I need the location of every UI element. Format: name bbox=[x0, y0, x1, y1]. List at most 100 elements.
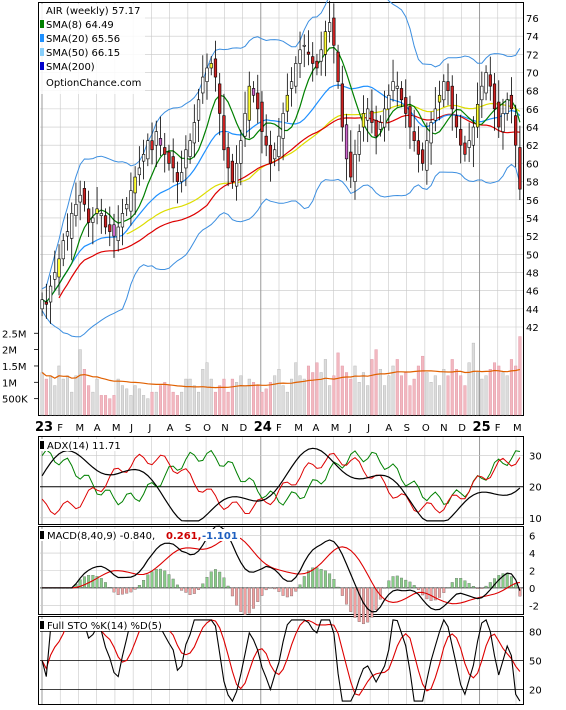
volume-bar bbox=[104, 395, 108, 416]
sto-label-swatch bbox=[40, 621, 44, 629]
volume-bar bbox=[383, 385, 387, 416]
volume-bar bbox=[450, 359, 454, 416]
volume-bar bbox=[467, 362, 471, 416]
candle-body bbox=[120, 213, 125, 228]
candle-body bbox=[133, 176, 137, 194]
candle-body bbox=[442, 81, 446, 101]
volume-bar bbox=[366, 385, 370, 416]
volume-bar bbox=[281, 385, 285, 416]
candle-body bbox=[53, 272, 57, 280]
legend-source: OptionChance.com bbox=[46, 78, 141, 89]
candle-body bbox=[501, 113, 505, 132]
candle-body bbox=[171, 156, 175, 169]
macd-histogram-bar bbox=[336, 586, 340, 589]
macd-histogram-bar bbox=[395, 575, 399, 589]
macd-histogram-bar bbox=[450, 582, 454, 589]
volume-bar bbox=[476, 372, 480, 416]
price-tick-label: 54 bbox=[526, 214, 539, 225]
candle-body bbox=[425, 140, 429, 171]
macd-histogram-bar bbox=[108, 587, 112, 589]
sto-tick-label: 20 bbox=[529, 686, 542, 697]
candle-body bbox=[353, 154, 357, 182]
volume-bar bbox=[408, 385, 412, 416]
candle-body bbox=[273, 149, 277, 160]
volume-bar bbox=[61, 378, 65, 416]
candle-body bbox=[497, 101, 501, 128]
candle-body bbox=[48, 285, 53, 303]
macd-histogram-bar bbox=[209, 571, 213, 589]
volume-bar bbox=[509, 359, 513, 416]
macd-histogram-bar bbox=[129, 587, 133, 593]
minus-di-line bbox=[41, 452, 521, 516]
volume-tick-label: 500K bbox=[2, 395, 28, 406]
macd-histogram-bar bbox=[252, 587, 255, 609]
volume-bar bbox=[514, 365, 518, 416]
candle-body bbox=[167, 151, 171, 164]
volume-bar bbox=[87, 385, 91, 416]
candle-body bbox=[239, 140, 243, 164]
month-label: A bbox=[167, 423, 174, 434]
month-label: A bbox=[94, 423, 101, 434]
macd-line bbox=[42, 525, 521, 613]
volume-bar bbox=[137, 388, 141, 416]
price-tick-label: 62 bbox=[526, 141, 539, 152]
macd-histogram-bar bbox=[383, 587, 387, 589]
candle-body bbox=[222, 115, 226, 151]
candle-body bbox=[91, 217, 95, 223]
price-tick-label: 42 bbox=[526, 323, 539, 334]
candle-body bbox=[57, 258, 61, 278]
macd-histogram-bar bbox=[159, 568, 162, 589]
candle-body bbox=[65, 231, 70, 237]
volume-bar bbox=[433, 375, 437, 416]
macd-histogram-bar bbox=[264, 587, 268, 591]
price-tick-label: 68 bbox=[526, 87, 539, 98]
candle-body bbox=[61, 240, 65, 260]
volume-bar bbox=[239, 375, 243, 416]
price-tick-label: 50 bbox=[526, 250, 539, 261]
volume-bar bbox=[395, 359, 399, 416]
month-label: J bbox=[129, 423, 133, 434]
volume-bar bbox=[268, 382, 272, 416]
price-tick-label: 52 bbox=[526, 232, 539, 243]
candle-body bbox=[374, 119, 378, 137]
candle-body bbox=[192, 122, 196, 144]
macd-label-bg bbox=[40, 529, 240, 541]
volume-bar bbox=[201, 369, 205, 416]
volume-bar bbox=[438, 385, 442, 416]
macd-histogram-bar bbox=[95, 576, 99, 589]
candle-body bbox=[492, 83, 497, 110]
macd-histogram-bar bbox=[446, 587, 450, 589]
macd-signal-line bbox=[42, 535, 521, 605]
volume-bar bbox=[340, 365, 344, 416]
macd-histogram-bar bbox=[294, 587, 298, 592]
month-label: M bbox=[513, 423, 522, 434]
volume-bar bbox=[328, 385, 332, 416]
candle-body bbox=[205, 67, 209, 82]
volume-bar bbox=[480, 378, 484, 416]
sma20-line bbox=[41, 84, 521, 303]
candle-body bbox=[480, 85, 484, 101]
candle-body bbox=[488, 74, 492, 87]
macd-histogram-bar bbox=[353, 587, 357, 618]
macd-histogram-bar bbox=[120, 587, 124, 595]
volume-bar bbox=[243, 385, 247, 416]
legend-swatch-sma8 bbox=[40, 20, 44, 28]
legend-sma50: SMA(50) 66.15 bbox=[46, 48, 120, 59]
volume-bar bbox=[319, 372, 323, 416]
macd-histogram-bar bbox=[328, 573, 332, 589]
volume-bar bbox=[416, 365, 420, 416]
volume-bar bbox=[484, 375, 488, 416]
candle-body bbox=[116, 226, 120, 241]
candle-body bbox=[344, 124, 349, 160]
macd-tick-label: 0 bbox=[529, 584, 535, 595]
volume-bar bbox=[125, 388, 129, 416]
macd-histogram-bar bbox=[230, 587, 234, 597]
volume-bar bbox=[518, 336, 522, 416]
macd-histogram-bar bbox=[260, 587, 264, 596]
volume-bar bbox=[49, 375, 53, 416]
macd-histogram-bar bbox=[192, 587, 196, 594]
candle-body bbox=[103, 215, 108, 228]
volume-bar bbox=[218, 385, 222, 416]
month-label: D bbox=[240, 423, 248, 434]
volume-bar bbox=[277, 369, 281, 416]
